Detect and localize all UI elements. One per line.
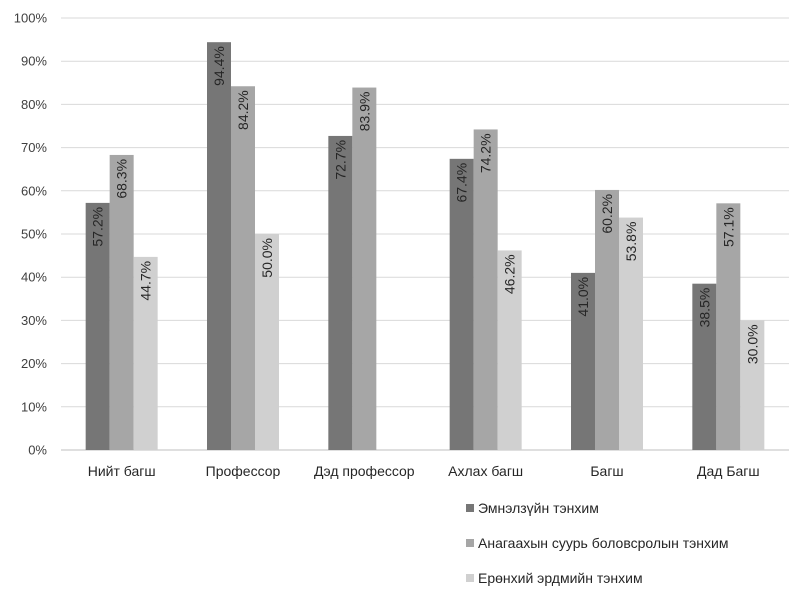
bar-chart: 0% 10% 20% 30% 40% 50% 60% 70% 80% 90% 100% 57.2% 68… [14, 11, 789, 479]
y-tick-label: 40% [21, 270, 47, 285]
legend-swatch-general-studies [466, 574, 474, 583]
legend-label-general-studies: Ерөнхий эрдмийн тэнхим [478, 570, 643, 586]
bar [692, 283, 717, 450]
category-label: Дэд профессор [314, 463, 415, 479]
data-label: 67.4% [454, 163, 470, 203]
y-tick-label: 70% [21, 140, 47, 155]
data-label: 30.0% [744, 324, 760, 364]
data-label: 84.2% [235, 90, 251, 130]
data-label: 50.0% [259, 238, 275, 278]
y-tick-label: 100% [14, 11, 48, 26]
legend-item-basic-medical: Анагаахын суурь боловсролын тэнхим [466, 532, 728, 567]
data-label: 46.2% [502, 254, 518, 294]
bar [352, 87, 377, 450]
legend-swatch-clinical [466, 504, 474, 513]
y-tick-label: 90% [21, 54, 47, 69]
bar [497, 250, 522, 450]
y-tick-label: 80% [21, 97, 47, 112]
data-label: 72.7% [332, 140, 348, 180]
y-tick-label: 50% [21, 227, 47, 242]
legend-item-clinical: Эмнэлзүйн тэнхим [466, 497, 728, 532]
data-label: 53.8% [623, 222, 639, 262]
bar [473, 129, 498, 450]
bar [595, 189, 619, 450]
data-label: 83.9% [356, 92, 372, 132]
category-label: Нийт багш [88, 463, 156, 479]
legend-swatch-basic-medical [466, 539, 474, 548]
bar [571, 272, 595, 450]
bar [716, 203, 741, 450]
data-label: 94.4% [211, 46, 227, 86]
bar [328, 135, 353, 450]
data-label: 60.2% [599, 194, 615, 234]
bar [740, 320, 765, 450]
bar [255, 234, 279, 450]
data-label: 44.7% [138, 261, 154, 301]
legend-item-general-studies: Ерөнхий эрдмийн тэнхим [466, 567, 728, 602]
bar [619, 217, 643, 450]
bar [207, 42, 231, 450]
legend-label-basic-medical: Анагаахын суурь боловсролын тэнхим [478, 535, 729, 551]
y-tick-label: 30% [21, 313, 47, 328]
data-label: 57.1% [720, 207, 736, 247]
category-label: Дад Багш [697, 463, 760, 479]
bar [85, 202, 110, 450]
y-tick-label: 10% [21, 399, 47, 414]
bar [133, 256, 158, 450]
legend-label-clinical: Эмнэлзүйн тэнхим [478, 500, 599, 516]
data-label: 74.2% [478, 133, 494, 173]
category-label: Профессор [206, 463, 281, 479]
data-label: 41.0% [575, 277, 591, 317]
data-label: 57.2% [90, 207, 106, 247]
data-label: 38.5% [696, 288, 712, 328]
y-tick-label: 20% [21, 356, 47, 371]
legend: Эмнэлзүйн тэнхим Анагаахын суурь боловср… [466, 497, 728, 602]
y-tick-label: 60% [21, 183, 47, 198]
data-label: 68.3% [114, 159, 130, 199]
category-label: Багш [590, 463, 623, 479]
bar [231, 86, 255, 451]
y-tick-label: 0% [28, 443, 47, 458]
bar [109, 154, 134, 450]
bar [449, 158, 474, 450]
category-label: Ахлах багш [448, 463, 523, 479]
